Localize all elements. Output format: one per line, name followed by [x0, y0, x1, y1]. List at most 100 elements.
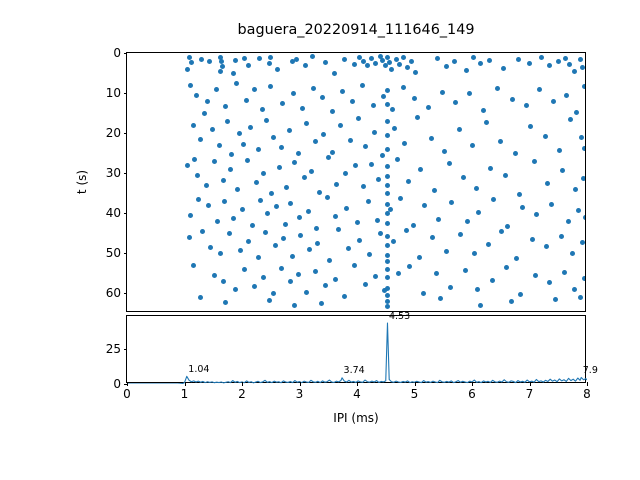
- scatter-point: [363, 281, 369, 287]
- scatter-point: [218, 68, 224, 74]
- scatter-point: [571, 68, 577, 74]
- scatter-point: [284, 184, 290, 190]
- scatter-point: [377, 230, 383, 236]
- scatter-point: [416, 254, 422, 260]
- scatter-point: [215, 218, 221, 224]
- scatter-point: [384, 285, 390, 291]
- scatter-point: [242, 267, 248, 273]
- scatter-point: [552, 296, 558, 302]
- scatter-point: [308, 168, 314, 174]
- histogram-panel: 0 25 0 1 2 3 4 5 6 7 8 1.04 3.74 4.53 7.9: [106, 311, 598, 401]
- scatter-point: [341, 57, 347, 63]
- scatter-point: [556, 148, 562, 154]
- scatter-point: [393, 56, 399, 62]
- scatter-point: [211, 272, 217, 278]
- scatter-point: [537, 86, 543, 92]
- scatter-point: [292, 160, 298, 166]
- scatter-point: [226, 231, 232, 237]
- scatter-point: [343, 171, 348, 177]
- scatter-point: [376, 176, 382, 182]
- scatter-point: [462, 268, 468, 274]
- scatter-point: [514, 256, 520, 262]
- scatter-point: [533, 212, 539, 218]
- y-tick-label: 0: [113, 377, 121, 391]
- x-tick-mark: [587, 382, 588, 386]
- scatter-point: [274, 204, 279, 210]
- scatter-point: [234, 187, 240, 193]
- scatter-point: [317, 189, 323, 195]
- scatter-point: [374, 217, 380, 223]
- scatter-point: [561, 269, 567, 275]
- scatter-point: [332, 213, 338, 219]
- scatter-point: [509, 96, 515, 102]
- scatter-point: [320, 95, 325, 101]
- scatter-point: [305, 208, 311, 214]
- scatter-point: [566, 218, 572, 224]
- scatter-point: [547, 280, 553, 286]
- scatter-point: [370, 102, 376, 108]
- scatter-point: [255, 147, 261, 153]
- scatter-point: [326, 257, 332, 263]
- y-tick-mark: [123, 213, 127, 214]
- scatter-point: [194, 172, 200, 178]
- x-tick-label: 6: [468, 387, 476, 401]
- scatter-point: [508, 299, 514, 305]
- x-tick-label: 5: [410, 387, 419, 401]
- x-tick-label: 8: [583, 387, 591, 401]
- scatter-point: [430, 235, 436, 241]
- scatter-point: [341, 293, 347, 299]
- scatter-point: [475, 287, 481, 293]
- scatter-point: [579, 64, 585, 70]
- scatter-point: [426, 104, 432, 110]
- scatter-point: [389, 66, 394, 72]
- scatter-point: [429, 136, 435, 142]
- scatter-point: [207, 58, 213, 64]
- scatter-point: [332, 276, 338, 282]
- scatter-point: [380, 58, 386, 64]
- scatter-point: [384, 298, 390, 304]
- scatter-point: [255, 255, 261, 261]
- scatter-point: [403, 228, 409, 234]
- histogram-line: [127, 316, 587, 384]
- scatter-point: [436, 216, 442, 222]
- scatter-point: [372, 60, 378, 66]
- scatter-point: [397, 62, 403, 68]
- scatter-point: [420, 290, 426, 296]
- y-tick-label: 25: [105, 341, 121, 356]
- scatter-point: [217, 54, 223, 60]
- scatter-point: [229, 152, 235, 158]
- scatter-point: [238, 248, 244, 254]
- scatter-point: [325, 155, 331, 161]
- scatter-point: [262, 229, 268, 235]
- scatter-point: [351, 263, 357, 269]
- scatter-point: [379, 152, 385, 158]
- scatter-point: [384, 304, 390, 310]
- scatter-point: [199, 56, 205, 62]
- scatter-point: [345, 245, 351, 251]
- scatter-point: [211, 159, 217, 165]
- scatter-point: [413, 69, 419, 75]
- scatter-point: [377, 53, 383, 59]
- x-tick-mark: [299, 382, 301, 386]
- scatter-point: [499, 228, 505, 234]
- scatter-point: [340, 88, 346, 94]
- x-tick-label: 1: [180, 387, 189, 401]
- scatter-point: [213, 87, 219, 93]
- scatter-point: [384, 242, 390, 248]
- scatter-point: [372, 273, 378, 279]
- scatter-point: [395, 271, 401, 277]
- scatter-point: [527, 60, 532, 66]
- scatter-point: [357, 54, 363, 60]
- scatter-point: [505, 224, 511, 230]
- scatter-point: [384, 88, 390, 94]
- scatter-point: [516, 192, 522, 198]
- scatter-point: [452, 58, 458, 64]
- scatter-point: [581, 83, 585, 89]
- scatter-point: [446, 160, 452, 166]
- scatter-point: [410, 222, 416, 228]
- scatter-point: [271, 291, 277, 297]
- scatter-point: [256, 55, 262, 61]
- scatter-point: [538, 54, 544, 60]
- scatter-point: [364, 63, 370, 69]
- scatter-point-layer: [127, 53, 585, 311]
